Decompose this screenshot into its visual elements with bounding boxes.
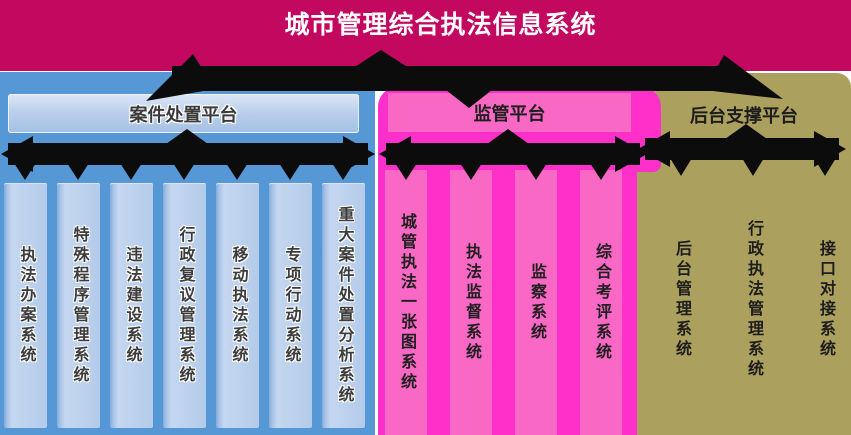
platform-back-support: 后台支撑平台 后台管理系统 行政执法管理系统 接口对接系统 xyxy=(637,73,851,435)
system-column: 后台管理系统 xyxy=(673,240,690,360)
platform-header-case-handling: 案件处置平台 xyxy=(8,94,359,133)
system-column: 执法监督系统 xyxy=(450,170,492,435)
page-title: 城市管理综合执法信息系统 xyxy=(284,11,597,39)
platform-title-back-support: 后台支撑平台 xyxy=(690,106,798,126)
system-column: 违法建设系统 xyxy=(110,183,153,428)
system-column: 综合考评系统 xyxy=(580,170,622,435)
title-banner: 城市管理综合执法信息系统 xyxy=(0,0,851,71)
system-column: 专项行动系统 xyxy=(269,183,312,428)
platform-title-supervision: 监管平台 xyxy=(473,103,546,124)
platform-case-handling: 案件处置平台 执法办案系统 特殊程序管理系统 违法建设系统 行政复议管理系统 移动执法系… xyxy=(0,72,375,435)
system-column: 行政复议管理系统 xyxy=(163,183,206,428)
platform-title-case-handling: 案件处置平台 xyxy=(129,104,238,125)
system-columns-supervision: 城管执法一张图系统 执法监督系统 监察系统 综合考评系统 xyxy=(378,170,637,435)
system-column: 特殊程序管理系统 xyxy=(57,183,100,428)
system-column: 重大案件处置分析系统 xyxy=(322,183,365,428)
platform-header-supervision: 监管平台 xyxy=(388,93,631,132)
system-column: 城管执法一张图系统 xyxy=(385,170,427,435)
system-column: 执法办案系统 xyxy=(4,183,47,428)
platform-header-back-support: 后台支撑平台 xyxy=(637,103,851,127)
system-column: 行政执法管理系统 xyxy=(745,220,762,380)
system-column: 监察系统 xyxy=(515,170,557,435)
system-columns-case-handling: 执法办案系统 特殊程序管理系统 违法建设系统 行政复议管理系统 移动执法系统 专项行动系统… xyxy=(0,183,375,428)
platform-supervision: 监管平台 城管执法一张图系统 执法监督系统 监察系统 综合考评系统 xyxy=(378,87,637,435)
system-column: 接口对接系统 xyxy=(817,240,834,360)
system-column: 移动执法系统 xyxy=(216,183,259,428)
system-columns-back-support: 后台管理系统 行政执法管理系统 接口对接系统 xyxy=(637,170,851,430)
